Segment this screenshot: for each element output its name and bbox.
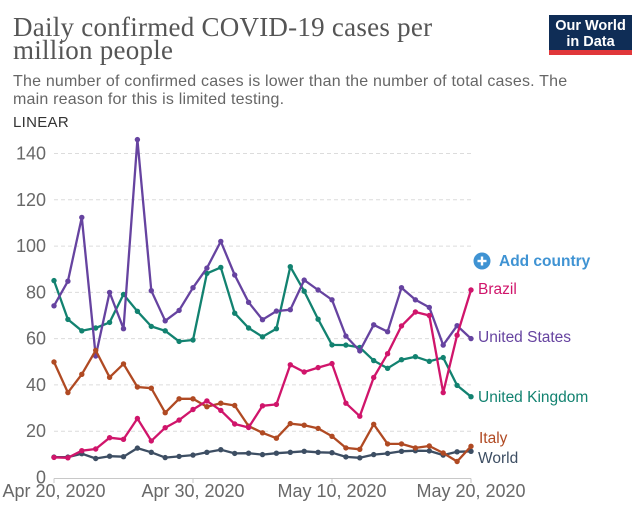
svg-text:Apr 30, 2020: Apr 30, 2020 bbox=[141, 481, 244, 501]
svg-text:140: 140 bbox=[16, 144, 46, 164]
svg-text:May 10, 2020: May 10, 2020 bbox=[277, 481, 386, 501]
svg-text:60: 60 bbox=[26, 329, 46, 349]
svg-text:100: 100 bbox=[16, 236, 46, 256]
svg-text:Apr 20, 2020: Apr 20, 2020 bbox=[2, 481, 105, 501]
svg-text:20: 20 bbox=[26, 421, 46, 441]
svg-text:120: 120 bbox=[16, 190, 46, 210]
svg-text:0: 0 bbox=[36, 468, 46, 488]
svg-text:May 20, 2020: May 20, 2020 bbox=[416, 481, 525, 501]
svg-text:40: 40 bbox=[26, 375, 46, 395]
svg-text:80: 80 bbox=[26, 282, 46, 302]
